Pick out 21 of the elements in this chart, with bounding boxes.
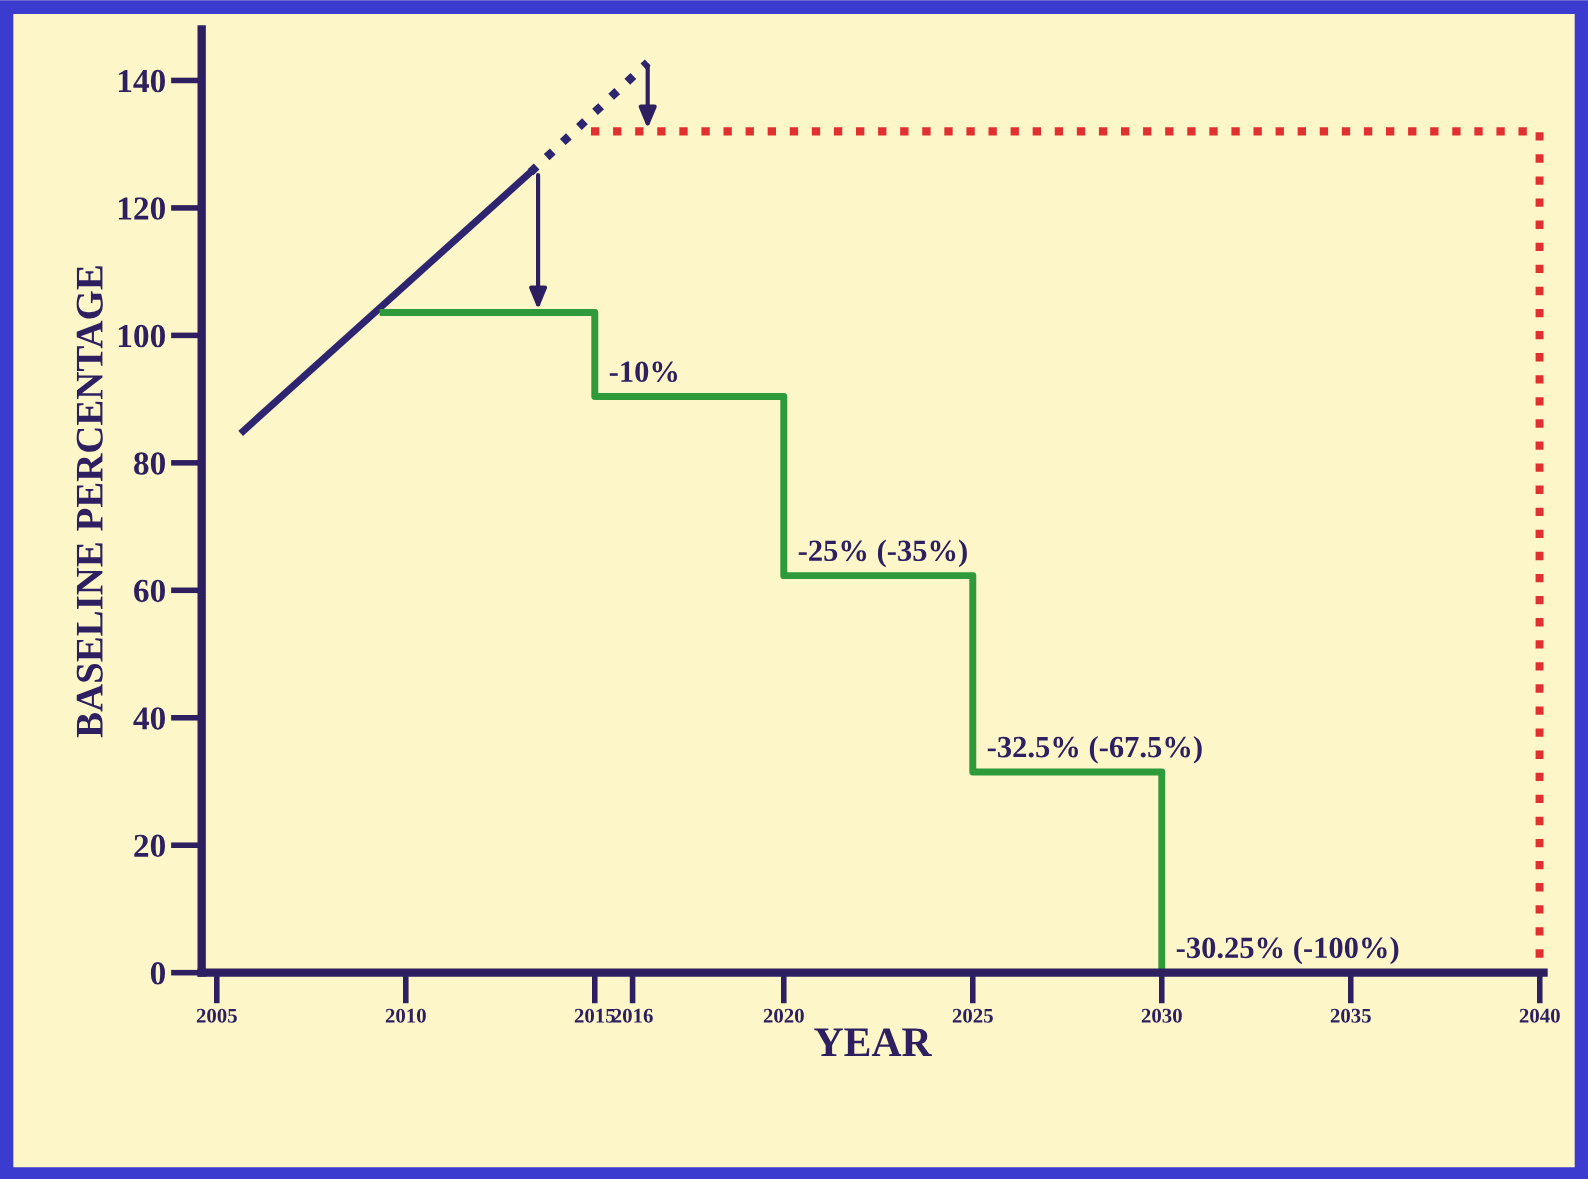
x-tick-label: 2030 <box>1141 1008 1182 1023</box>
x-tick-label: 2020 <box>763 1008 804 1023</box>
annotation: -30.25% (-100%) <box>1176 936 1399 965</box>
y-tick-label: 100 <box>118 324 165 348</box>
y-tick-label: 40 <box>133 707 165 730</box>
x-tick-label: 2040 <box>1519 1008 1560 1023</box>
annotation: -25% (-35%) <box>798 539 967 568</box>
annotation: -10% <box>609 361 678 383</box>
x-axis-title: YEAR <box>814 1028 932 1056</box>
y-axis-title: BASELINE PERCENTAGE <box>76 266 103 738</box>
x-tick-label: 2005 <box>196 1008 237 1023</box>
x-tick-label: 2035 <box>1330 1008 1371 1023</box>
y-tick-label: 120 <box>118 197 165 220</box>
y-tick-label: 80 <box>134 452 165 475</box>
y-tick-label: 140 <box>118 69 165 93</box>
annotation: -32.5% (-67.5%) <box>987 735 1202 764</box>
y-tick-label: 20 <box>134 834 165 858</box>
x-tick-label: 2010 <box>385 1008 426 1023</box>
x-tick-label: 2025 <box>952 1008 993 1023</box>
y-tick-label: 60 <box>134 579 165 603</box>
y-tick-label: 0 <box>150 962 165 985</box>
